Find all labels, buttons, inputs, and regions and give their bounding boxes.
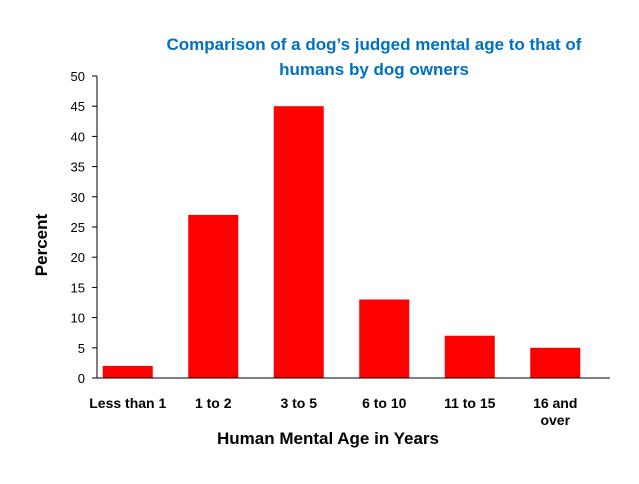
- x-tick-label: 16 and over: [533, 395, 577, 428]
- bar-6: [530, 347, 581, 378]
- bar-4: [359, 299, 410, 378]
- bar-1: [102, 365, 153, 378]
- y-tick-label: 20: [71, 250, 85, 265]
- bar-5: [444, 335, 495, 378]
- y-tick-label: 5: [78, 341, 85, 356]
- x-tick-label: 1 to 2: [195, 395, 232, 411]
- bar-2: [188, 214, 239, 378]
- y-axis-ticks: 0 5 10 15 20 25 30 35 40 45 50: [71, 69, 97, 386]
- bar-3: [273, 106, 324, 378]
- bars: [102, 106, 581, 378]
- x-tick-label: 6 to 10: [362, 395, 407, 411]
- y-tick-label: 10: [71, 311, 85, 326]
- y-tick-label: 0: [78, 371, 85, 386]
- x-tick-label-line: Less than 1: [89, 395, 166, 411]
- y-tick-label: 15: [71, 280, 85, 295]
- y-tick-label: 30: [71, 190, 85, 205]
- x-tick-label-line: 1 to 2: [195, 395, 232, 411]
- x-tick-label-line: over: [540, 412, 570, 428]
- y-tick-label: 35: [71, 160, 85, 175]
- x-tick-label: Less than 1: [89, 395, 166, 411]
- y-tick-label: 40: [71, 129, 85, 144]
- y-tick-label: 45: [71, 99, 85, 114]
- y-axis-label: Percent: [32, 213, 51, 276]
- x-tick-label-line: 3 to 5: [280, 395, 317, 411]
- x-tick-label-line: 11 to 15: [444, 395, 496, 411]
- x-tick-label-line: 6 to 10: [362, 395, 407, 411]
- x-axis-ticks: Less than 1 1 to 2 3 to 5 6 to 10 11 to 15 16…: [89, 395, 577, 428]
- chart-title-line: humans by dog owners: [279, 60, 469, 79]
- chart-title: Comparison of a dog’s judged mental age …: [167, 35, 582, 79]
- y-tick-label: 50: [71, 69, 85, 84]
- x-tick-label: 11 to 15: [444, 395, 496, 411]
- x-axis-label: Human Mental Age in Years: [217, 429, 439, 448]
- chart-title-line: Comparison of a dog’s judged mental age …: [167, 35, 582, 54]
- x-tick-label: 3 to 5: [280, 395, 317, 411]
- y-tick-label: 25: [71, 220, 85, 235]
- x-tick-label-line: 16 and: [533, 395, 577, 411]
